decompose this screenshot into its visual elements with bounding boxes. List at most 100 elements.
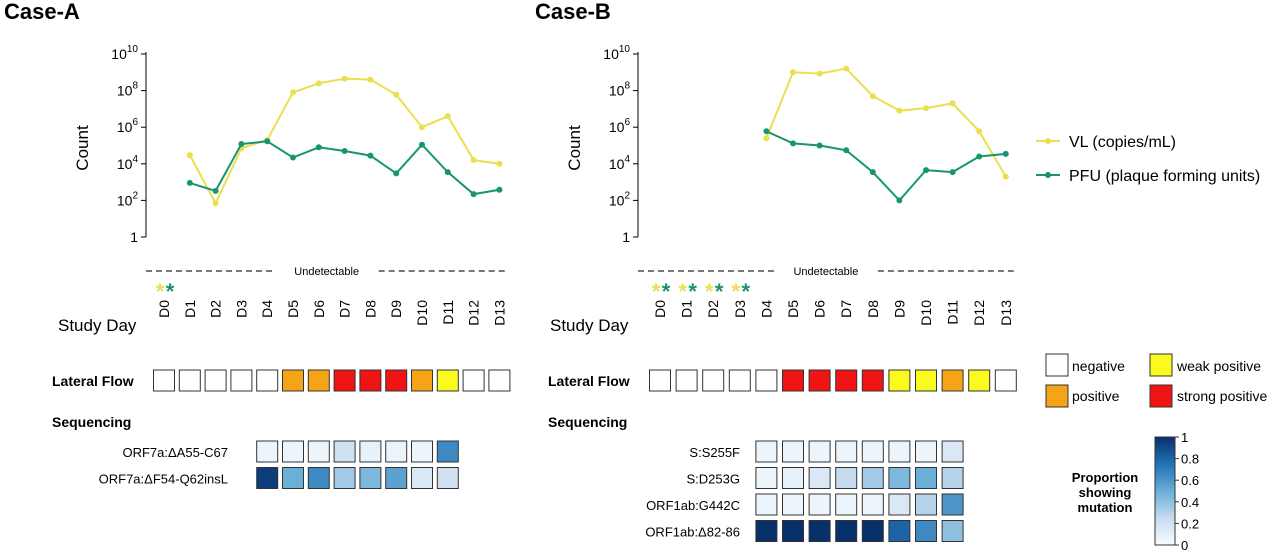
x-tick-label: D8 (865, 300, 881, 318)
vl-point (212, 200, 219, 207)
lateral-flow-legend: negative weak positive positive strong p… (1045, 353, 1267, 408)
colorbar-tick-label: 0.4 (1181, 495, 1199, 510)
pfu-point (976, 153, 983, 160)
sequencing-cell (385, 440, 408, 463)
pfu-point (341, 148, 348, 155)
y-tick-label: 1 (130, 229, 138, 245)
x-tick-label: D12 (466, 300, 482, 326)
legend-strong-positive-label: strong positive (1177, 388, 1267, 404)
sequencing-cell (835, 493, 858, 516)
vl-point (976, 128, 983, 135)
vl-point (315, 80, 322, 87)
y-tick-label: 108 (609, 81, 631, 99)
vl-undetectable-mark: * (678, 279, 687, 304)
pfu-point (843, 147, 850, 154)
pfu-point (419, 141, 425, 148)
sequencing-cell (755, 493, 778, 516)
lateral-flow-cell (915, 369, 937, 392)
sequencing-label: Sequencing (52, 414, 131, 430)
line-legend: VL (copies/mL) PFU (plaque forming units… (1036, 134, 1260, 185)
sequencing-cell (436, 467, 459, 489)
y-axis-label: Count (73, 125, 92, 171)
sequencing-row-label: S:S255F (689, 445, 740, 460)
x-tick-label: D9 (388, 300, 404, 318)
pfu-point (790, 140, 796, 147)
y-tick-label: 1 (622, 229, 630, 245)
pfu-point (290, 154, 296, 161)
sequencing-cell (436, 440, 459, 463)
sequencing-cell (282, 440, 304, 463)
sequencing-cell (782, 493, 804, 516)
sequencing-cell (941, 493, 964, 516)
y-tick-label: 102 (609, 190, 631, 208)
colorbar-title-line2: showing (1079, 485, 1132, 500)
legend-pfu-marker (1045, 172, 1051, 178)
x-tick-label: D1 (679, 300, 695, 318)
legend-strong-positive-swatch (1149, 384, 1173, 408)
pfu-series-line (765, 130, 1006, 202)
colorbar-tick-label: 0.6 (1181, 473, 1199, 488)
pfu-point (186, 179, 193, 186)
pfu-point (367, 152, 374, 159)
x-tick-label: D0 (156, 300, 172, 318)
colorbar-tick-label: 1 (1181, 430, 1188, 445)
sequencing-cell (808, 493, 831, 516)
sequencing-cell (755, 440, 778, 463)
pfu-point (238, 141, 245, 148)
sequencing-cell (888, 440, 911, 463)
x-tick-label: D7 (337, 300, 353, 318)
sequencing-label: Sequencing (548, 414, 627, 430)
lateral-flow-label: Lateral Flow (548, 373, 630, 389)
sequencing-cell (411, 467, 433, 489)
x-tick-label: D9 (891, 300, 907, 318)
y-tick-label: 106 (609, 117, 631, 135)
pfu-point (763, 128, 770, 135)
y-tick-label: 104 (609, 154, 631, 172)
y-tick-label: 1010 (111, 44, 138, 62)
pfu-point (315, 144, 322, 151)
lateral-flow-cell (359, 369, 382, 392)
pfu-point (212, 187, 219, 194)
sequencing-cell (808, 520, 831, 542)
sequencing-cell (385, 467, 408, 489)
lateral-flow-cell (256, 369, 279, 392)
vl-point (367, 76, 374, 83)
sequencing-cell (941, 520, 964, 542)
pfu-point (264, 138, 271, 145)
colorbar-tick-label: 0.2 (1181, 516, 1199, 531)
y-axis-label: Count (565, 125, 584, 171)
x-tick-label: D2 (705, 300, 721, 318)
pfu-point (1002, 150, 1009, 157)
x-axis-label: Study Day (550, 316, 629, 335)
sequencing-cell (808, 467, 831, 489)
sequencing-cell (915, 520, 937, 542)
sequencing-cell (307, 440, 330, 463)
legend-weak-positive-swatch (1149, 353, 1173, 377)
pfu-point (816, 142, 823, 149)
sequencing-row-label: ORF7a:ΔA55-C67 (122, 445, 228, 460)
sequencing-cell (755, 467, 778, 489)
y-tick-label: 104 (117, 154, 139, 172)
x-tick-label: D1 (182, 300, 198, 318)
sequencing-cell (915, 493, 937, 516)
x-tick-label: D3 (732, 300, 748, 318)
case-b-title: Case-B (535, 0, 611, 24)
lateral-flow-cell (282, 369, 304, 392)
sequencing-cell (256, 440, 279, 463)
sequencing-cell (808, 440, 831, 463)
heatmap-colorbar: Proportion showing mutation 1 0.8 0.6 0.4 0.… (1072, 430, 1199, 551)
lateral-flow-cell (782, 369, 804, 392)
sequencing-cell (861, 467, 884, 489)
sequencing-cell (861, 520, 884, 542)
sequencing-cell (782, 440, 804, 463)
vl-undetectable-mark: * (705, 279, 714, 304)
legend-positive-label: positive (1072, 388, 1120, 404)
vl-point (790, 69, 796, 76)
vl-point (419, 124, 425, 131)
sequencing-cell (282, 467, 304, 489)
pfu-undetectable-mark: * (715, 279, 724, 304)
sequencing-cell (915, 467, 937, 489)
x-tick-label: D6 (812, 300, 828, 318)
x-tick-label: D7 (838, 300, 854, 318)
sequencing-cell (333, 440, 356, 463)
